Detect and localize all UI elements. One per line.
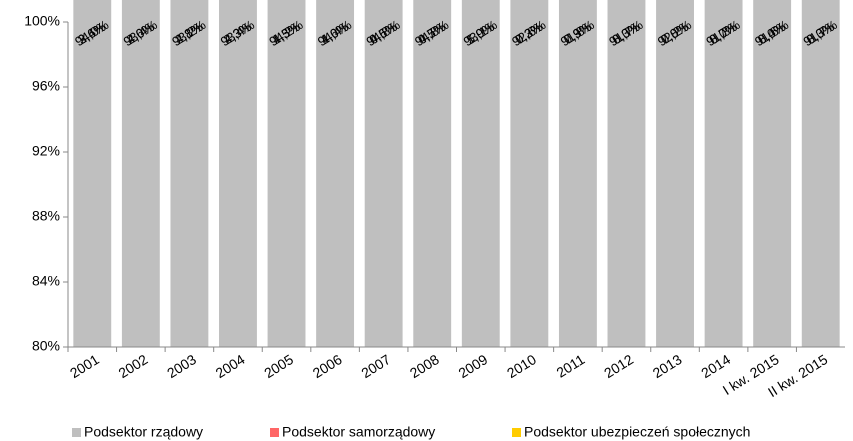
y-tick-label: 100% (24, 13, 60, 29)
bar-segment (801, 0, 840, 347)
x-tick-label: 2007 (358, 351, 393, 381)
y-tick-label: 80% (32, 338, 60, 354)
x-tick-label: 2010 (504, 351, 539, 381)
bar-segment (267, 0, 306, 347)
bar-segment (219, 0, 257, 347)
legend-swatch (72, 428, 81, 437)
legend-label: Podsektor samorządowy (282, 424, 435, 440)
bar-segment (316, 0, 355, 347)
bar-segment (656, 0, 694, 347)
y-tick-label: 84% (32, 273, 60, 289)
bar-segment (461, 0, 500, 347)
bar-segment (121, 0, 160, 347)
bar-segment (73, 0, 112, 347)
legend-swatch (512, 428, 521, 437)
bar-segment (607, 0, 646, 347)
x-tick-label: 2002 (115, 351, 150, 381)
bar-segment (753, 0, 792, 347)
y-tick-label: 96% (32, 78, 60, 94)
bar-segment (170, 0, 209, 347)
y-tick-label: 92% (32, 143, 60, 159)
bar-segment (364, 0, 403, 347)
legend-label: Podsektor rządowy (84, 424, 203, 440)
x-tick-label: 2013 (650, 351, 685, 381)
bar-segment (413, 0, 452, 347)
x-tick-label: 2008 (407, 351, 442, 381)
bar-segment (704, 0, 743, 347)
x-tick-label: 2004 (213, 351, 248, 381)
bar-segment (558, 0, 597, 347)
x-tick-label: 2011 (553, 351, 587, 381)
y-tick-label: 88% (32, 208, 60, 224)
x-tick-label: 2009 (455, 351, 490, 381)
x-tick-label: 2014 (698, 351, 733, 381)
x-tick-label: 2001 (67, 351, 102, 381)
x-tick-label: 2012 (601, 351, 636, 381)
bar-segment (510, 0, 549, 347)
x-tick-label: 2003 (164, 351, 199, 381)
legend-swatch (270, 428, 279, 437)
legend-label: Podsektor ubezpieczeń społecznych (524, 424, 750, 440)
x-tick-label: 2006 (310, 351, 345, 381)
x-tick-label: 2005 (261, 351, 296, 381)
